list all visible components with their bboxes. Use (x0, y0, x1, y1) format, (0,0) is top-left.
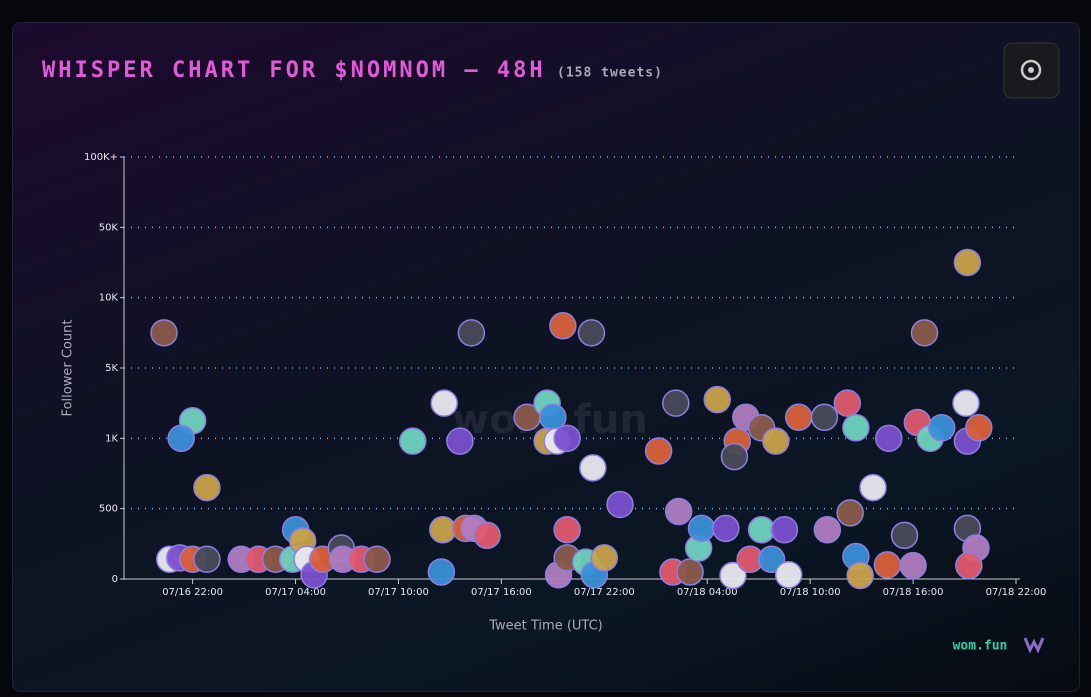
avatar (606, 490, 634, 519)
x-axis-label: Tweet Time (UTC) (488, 619, 603, 634)
avatar (553, 424, 581, 453)
avatar (427, 558, 456, 586)
y-tick-label: 1K (105, 433, 118, 444)
avatar (890, 521, 919, 550)
avatar (167, 424, 195, 453)
avatar (899, 551, 927, 580)
avatar (553, 516, 581, 544)
x-tick-label: 07/18 04:00 (677, 587, 738, 598)
avatar (774, 561, 803, 589)
title: WHISPER CHART FOR $NOMNOM — 48H (42, 58, 546, 83)
y-tick-label: 500 (99, 504, 118, 515)
y-tick-label: 5K (105, 363, 118, 374)
y-axis-label: Follower Count (61, 320, 76, 417)
avatar (784, 403, 813, 431)
avatar (859, 473, 887, 502)
logo-button[interactable] (1003, 42, 1060, 99)
avatar (549, 312, 577, 340)
avatar (910, 319, 939, 347)
x-tick-label: 07/18 22:00 (986, 587, 1047, 598)
avatar (193, 473, 221, 502)
avatar (712, 514, 740, 543)
avatar (687, 514, 716, 543)
avatar (457, 319, 486, 347)
avatar (664, 497, 693, 526)
avatar (836, 499, 864, 527)
avatar (747, 516, 776, 544)
avatar (676, 558, 704, 586)
avatar (810, 403, 839, 431)
avatar (875, 424, 903, 453)
avatar (813, 516, 842, 544)
avatar (662, 389, 690, 417)
avatar (757, 545, 786, 574)
y-tick-label: 10K (99, 293, 119, 304)
x-tick-label: 07/17 16:00 (471, 587, 532, 598)
avatar (579, 454, 607, 482)
avatar (577, 319, 606, 347)
avatar (590, 544, 619, 572)
y-tick-label: 100K+ (84, 152, 118, 163)
avatar (953, 248, 982, 277)
y-tick-label: 0 (112, 574, 118, 585)
avatar (446, 427, 474, 455)
avatar (473, 521, 501, 550)
x-tick-label: 07/17 04:00 (265, 587, 326, 598)
x-tick-label: 07/18 10:00 (780, 587, 841, 598)
x-tick-label: 07/16 22:00 (162, 587, 223, 598)
avatar (399, 427, 427, 455)
avatar (927, 414, 956, 442)
x-tick-label: 07/18 16:00 (883, 587, 944, 598)
avatar (720, 442, 749, 471)
footer-brand: wom.fun (953, 639, 1008, 654)
icon[interactable] (1020, 59, 1042, 81)
avatar (719, 561, 747, 590)
subtitle: (158 tweets) (557, 66, 663, 81)
avatar (363, 545, 391, 574)
avatar (644, 437, 673, 465)
avatar (193, 545, 221, 574)
footer-logo (1023, 637, 1045, 654)
avatar (150, 319, 178, 347)
avatar (430, 389, 458, 417)
avatar (965, 414, 993, 442)
x-tick-label: 07/17 22:00 (574, 587, 635, 598)
avatar (762, 427, 790, 455)
avatar (842, 414, 870, 442)
x-tick-label: 07/17 10:00 (368, 587, 429, 598)
avatar (846, 561, 874, 590)
avatar (703, 385, 731, 414)
avatar (429, 516, 457, 544)
avatar (873, 551, 902, 579)
avatar (955, 551, 983, 580)
y-tick-label: 50K (99, 222, 119, 233)
icon[interactable] (1028, 67, 1034, 73)
avatar (952, 389, 980, 417)
avatar (770, 516, 799, 544)
avatar (833, 389, 862, 417)
